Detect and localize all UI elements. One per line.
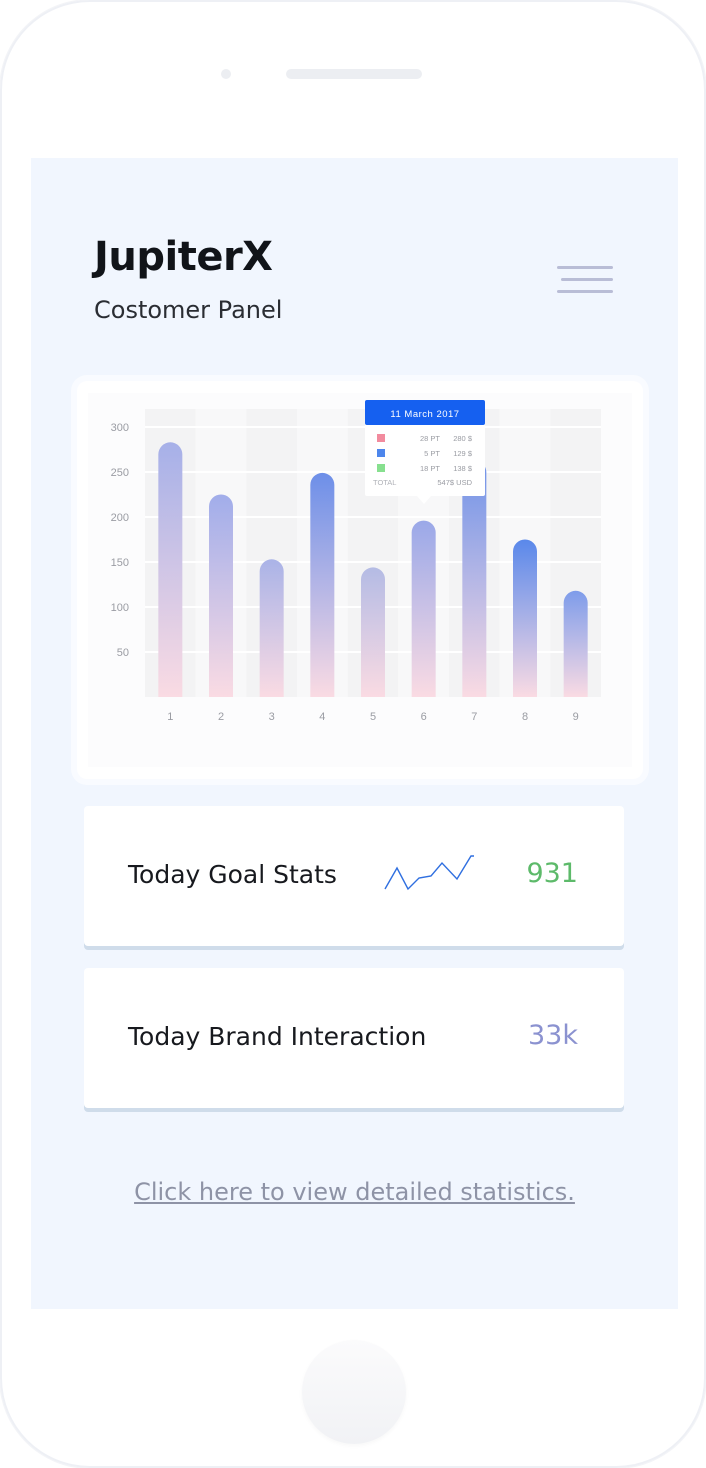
brand-interaction-card[interactable]: Today Brand Interaction 33k <box>84 968 624 1108</box>
chart-bar-8 <box>513 539 537 697</box>
chart-bar-9 <box>563 590 588 697</box>
tooltip-amount: 138 $ <box>453 464 473 473</box>
detailed-statistics-link[interactable]: Click here to view detailed statistics. <box>134 1178 575 1206</box>
hamburger-menu-icon[interactable] <box>557 262 615 296</box>
bar-chart: 50 100 150 200 250 300 1 2 3 4 5 6 7 8 9 11 March 2017 2… <box>88 393 632 767</box>
chart-bar-4 <box>310 472 335 697</box>
tooltip-title: 11 March 2017 <box>390 409 459 420</box>
tooltip-swatch <box>377 434 385 442</box>
y-tick-label: 100 <box>111 602 129 614</box>
tooltip-amount: 280 $ <box>453 434 473 443</box>
y-tick-label: 50 <box>117 647 129 659</box>
tooltip-header <box>365 400 485 425</box>
tooltip-total-value: 547$ USD <box>437 478 472 487</box>
chart-bar-7 <box>462 460 487 697</box>
goal-stats-label: Today Goal Stats <box>128 860 337 889</box>
x-tick-label: 6 <box>421 711 427 723</box>
y-tick-label: 150 <box>111 557 129 569</box>
x-tick-label: 4 <box>319 711 325 723</box>
x-tick-label: 7 <box>471 711 477 723</box>
chart-bar-5 <box>361 567 385 697</box>
tooltip-pt: 28 PT <box>420 434 440 443</box>
y-tick-label: 250 <box>111 467 129 479</box>
app-screen: JupiterX Costomer Panel 50 100 150 200 250 30… <box>31 158 678 1309</box>
tooltip-pointer <box>417 496 431 504</box>
x-tick-label: 2 <box>218 711 224 723</box>
chart-bar-6 <box>411 520 436 697</box>
front-camera <box>221 69 231 79</box>
tooltip-total-label: TOTAL <box>373 478 396 487</box>
y-tick-label: 200 <box>111 512 129 524</box>
tooltip-amount: 129 $ <box>453 449 473 458</box>
x-tick-label: 9 <box>573 711 579 723</box>
x-tick-label: 5 <box>370 711 376 723</box>
x-tick-label: 1 <box>167 711 173 723</box>
speaker-grille <box>286 69 422 79</box>
app-subtitle: Costomer Panel <box>94 296 283 324</box>
goal-stats-card[interactable]: Today Goal Stats 931 <box>84 806 624 946</box>
tooltip-pt: 18 PT <box>420 464 440 473</box>
x-tick-label: 8 <box>522 711 528 723</box>
tooltip-swatch <box>377 464 385 472</box>
y-tick-label: 300 <box>111 422 129 434</box>
chart-bar-1 <box>158 442 183 697</box>
brand-interaction-value: 33k <box>528 1020 578 1051</box>
tooltip-swatch <box>377 449 385 457</box>
home-button[interactable] <box>302 1340 406 1444</box>
sparkline-icon <box>384 855 474 891</box>
x-tick-label: 3 <box>269 711 275 723</box>
chart-card: 50 100 150 200 250 300 1 2 3 4 5 6 7 8 9 11 March 2017 2… <box>77 381 643 779</box>
goal-stats-value: 931 <box>526 858 578 889</box>
chart-tooltip: 11 March 2017 28 PT 280 $ 5 PT 129 $ 18 PT 138… <box>365 400 485 504</box>
tooltip-pt: 5 PT <box>424 449 440 458</box>
brand-interaction-label: Today Brand Interaction <box>128 1022 427 1051</box>
chart-bar-2 <box>209 494 233 697</box>
bar-chart-svg: 50 100 150 200 250 300 1 2 3 4 5 6 7 8 9 11 March 2017 2… <box>111 400 601 723</box>
app-title: JupiterX <box>94 234 273 280</box>
chart-bar-3 <box>259 559 284 697</box>
